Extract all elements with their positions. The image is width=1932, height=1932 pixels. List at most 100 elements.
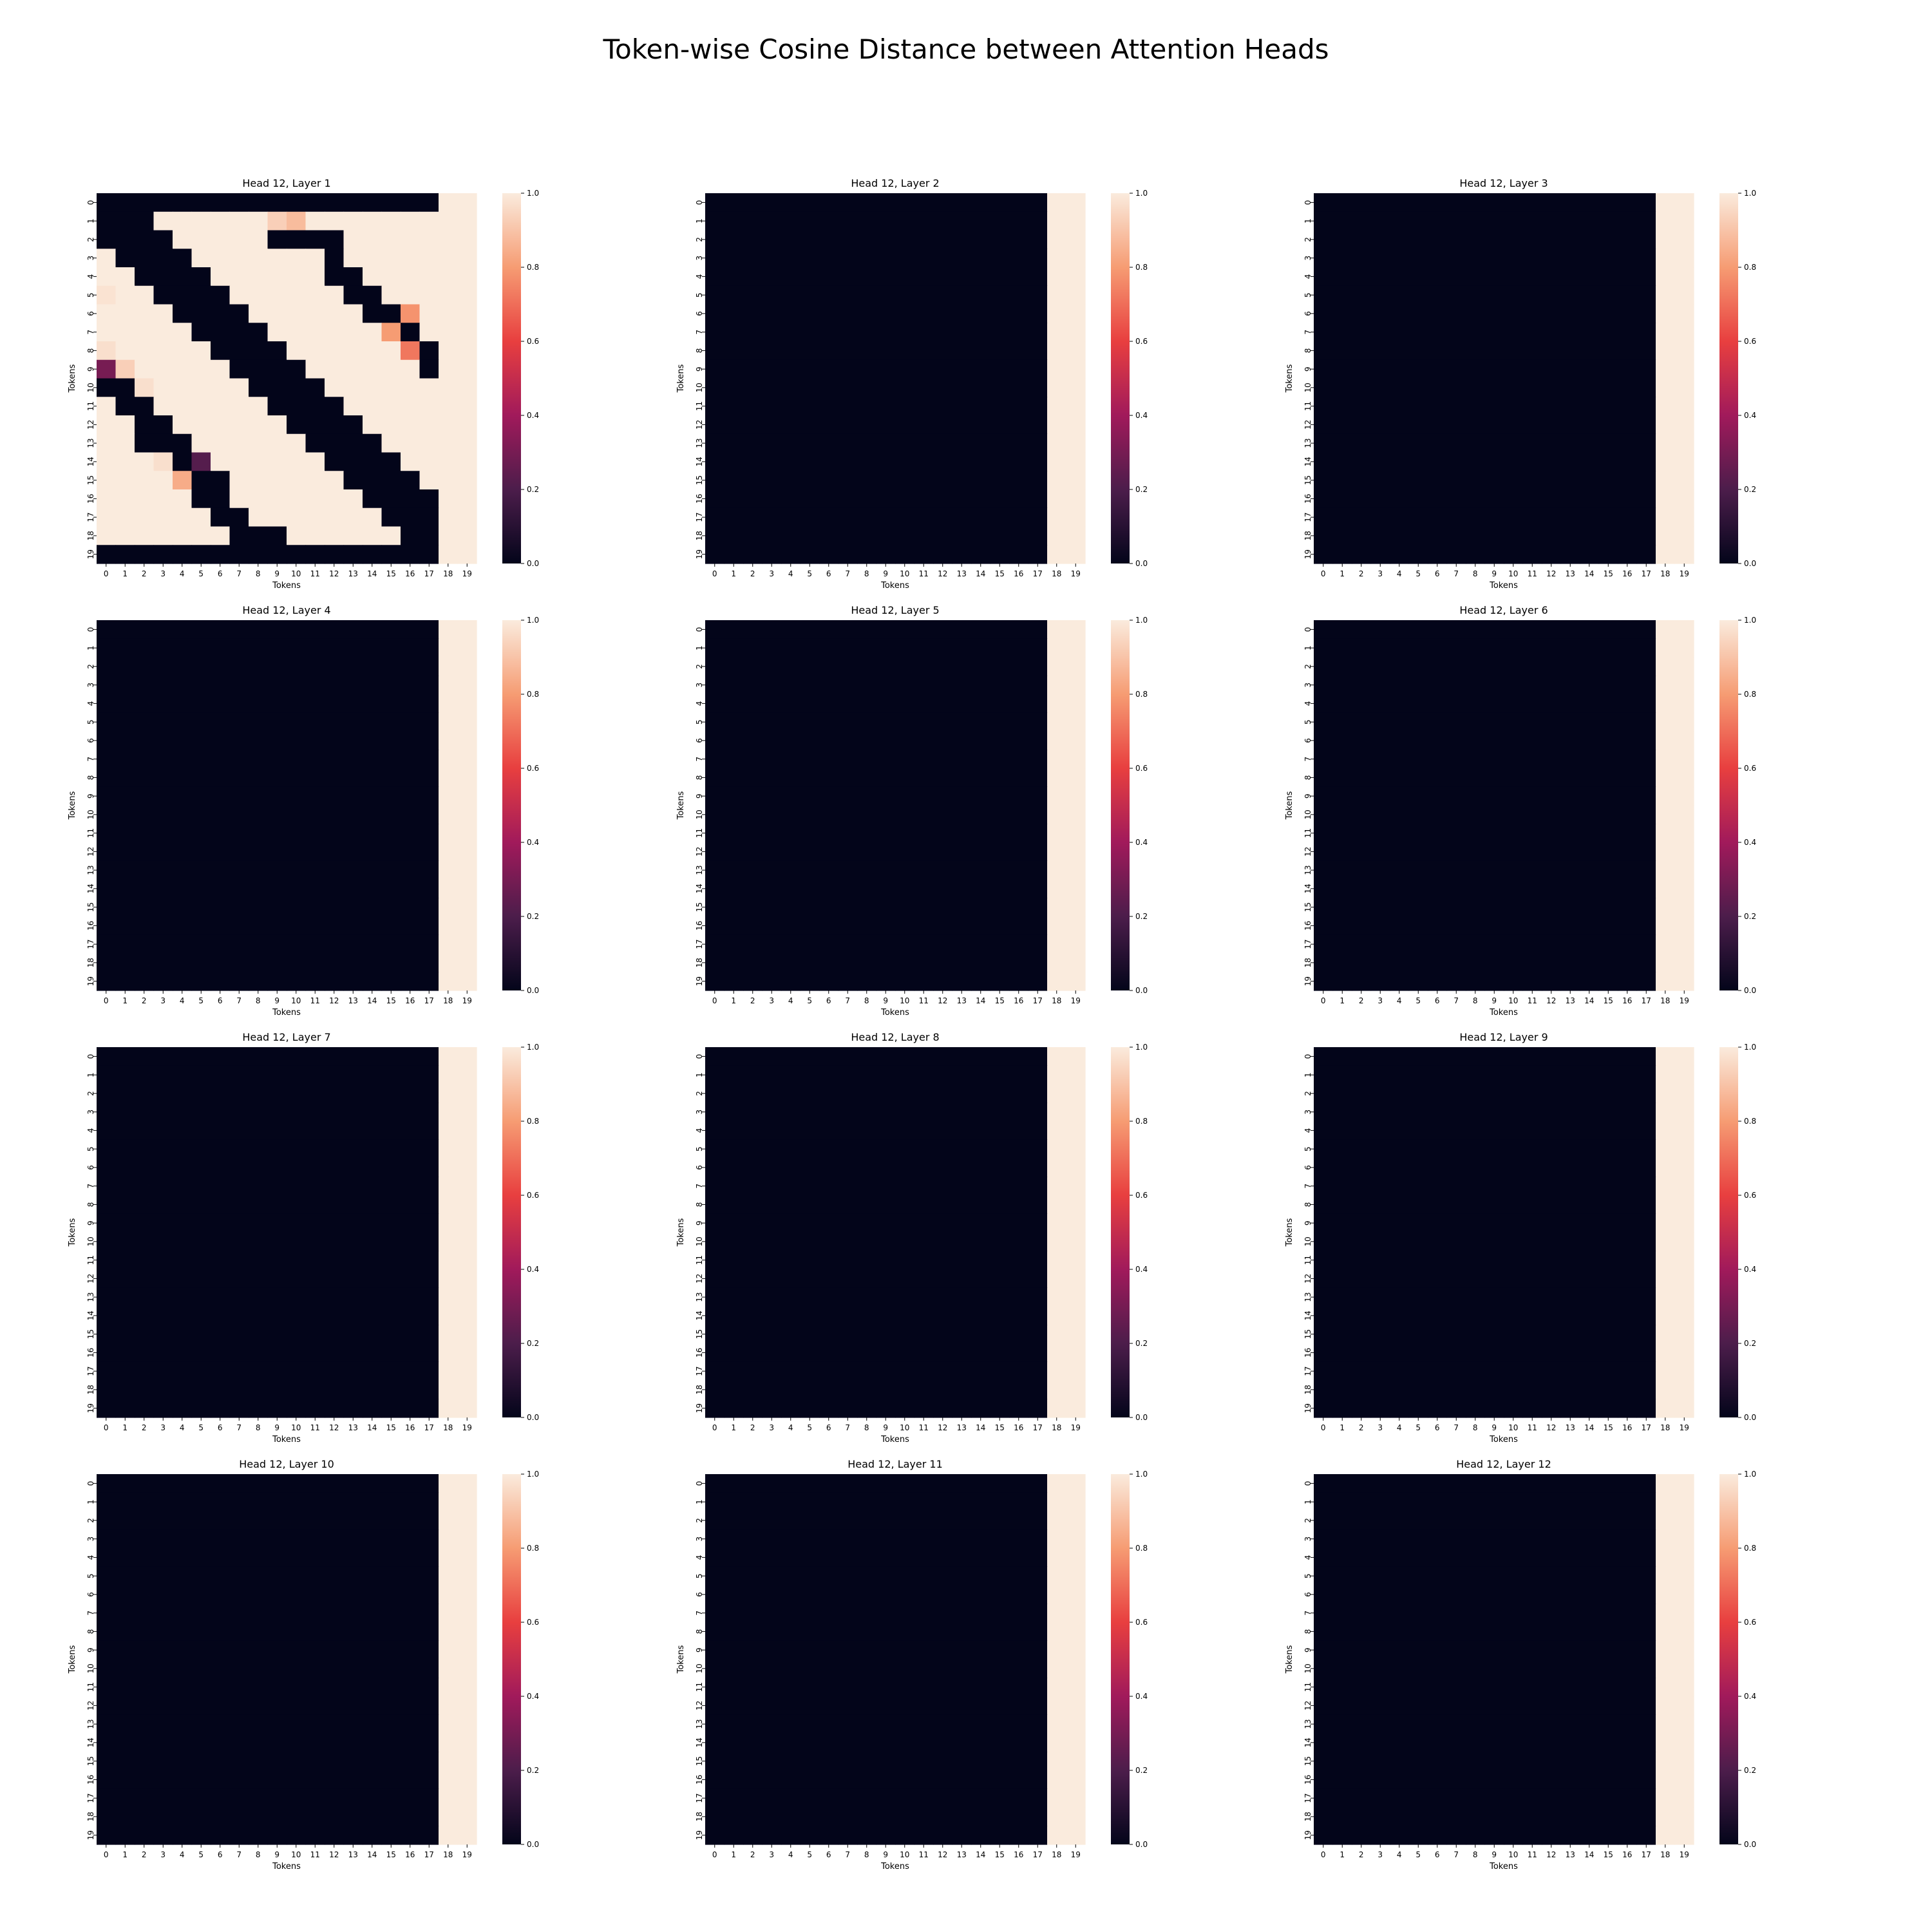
heatmap-cell: [914, 694, 934, 714]
heatmap-cell: [211, 768, 231, 788]
heatmap-cell: [1047, 230, 1067, 249]
heatmap-cell: [1560, 824, 1580, 843]
heatmap-cell: [1314, 1213, 1334, 1233]
heatmap-cell: [1674, 638, 1694, 658]
heatmap-cell: [173, 1177, 193, 1196]
heatmap-cell: [800, 842, 820, 862]
panel-title: Head 12, Layer 9: [1459, 1031, 1548, 1043]
heatmap-cell: [97, 638, 117, 658]
heatmap-cell: [211, 397, 231, 416]
heatmap-cell: [439, 1492, 459, 1512]
heatmap-cell: [1428, 1158, 1448, 1177]
heatmap-cell: [419, 285, 439, 305]
heatmap-cell: [115, 1622, 135, 1642]
heatmap-cell: [1522, 1084, 1542, 1103]
heatmap-cell: [1522, 1399, 1542, 1418]
heatmap-cell: [1560, 842, 1580, 862]
heatmap-cell: [1580, 1399, 1600, 1418]
heatmap-cell: [781, 1084, 801, 1103]
y-tick-label: 4: [86, 701, 95, 706]
heatmap-cell: [457, 1047, 477, 1066]
heatmap-cell: [781, 1474, 801, 1493]
heatmap-cell: [305, 1714, 325, 1734]
heatmap-cell: [381, 1195, 401, 1215]
heatmap-cell: [1066, 1269, 1086, 1289]
heatmap-cell: [1560, 1084, 1580, 1103]
heatmap-cell: [971, 1325, 991, 1344]
heatmap-cell: [1352, 211, 1372, 231]
heatmap-cell: [1542, 750, 1562, 769]
x-tick-label: 0: [1321, 569, 1326, 578]
heatmap-cell: [990, 824, 1010, 843]
heatmap-cell: [211, 1325, 231, 1344]
heatmap-cell: [743, 953, 763, 972]
heatmap-cell: [401, 1714, 421, 1734]
heatmap-cell: [895, 489, 915, 509]
heatmap-cell: [211, 842, 231, 862]
heatmap-cell: [1598, 249, 1618, 268]
heatmap-cell: [153, 879, 173, 898]
heatmap-cell: [1542, 1306, 1562, 1325]
heatmap-cell: [1636, 657, 1656, 676]
heatmap-cell: [762, 1232, 782, 1251]
heatmap-cell: [211, 860, 231, 880]
heatmap-cell: [1390, 249, 1410, 268]
y-tick-label: 9: [86, 793, 95, 799]
heatmap-cell: [229, 1084, 249, 1103]
heatmap-cell: [1560, 879, 1580, 898]
heatmap-cell: [287, 545, 307, 564]
heatmap-cell: [1522, 230, 1542, 249]
heatmap-cell: [1542, 768, 1562, 788]
heatmap-cell: [439, 638, 459, 658]
heatmap-cell: [305, 1139, 325, 1159]
heatmap-cell: [229, 1604, 249, 1623]
heatmap-cell: [762, 1251, 782, 1270]
heatmap-cell: [419, 1361, 439, 1381]
heatmap-cell: [381, 972, 401, 991]
heatmap-cell: [1446, 934, 1466, 954]
heatmap-cell: [876, 1474, 896, 1493]
heatmap-cell: [1598, 676, 1618, 695]
heatmap-cell: [267, 786, 287, 806]
y-tick-label: 13: [1303, 865, 1312, 875]
heatmap-cell: [705, 638, 725, 658]
heatmap-cell: [115, 1177, 135, 1196]
heatmap-cell: [457, 1604, 477, 1623]
heatmap-cell: [229, 433, 249, 453]
heatmap-cell: [1314, 916, 1334, 936]
heatmap-cell: [933, 1361, 953, 1381]
heatmap-cell: [1484, 378, 1504, 397]
heatmap-cell: [876, 230, 896, 249]
heatmap-cell: [325, 1733, 345, 1752]
heatmap-cell: [819, 1065, 839, 1085]
heatmap-cell: [1009, 267, 1029, 287]
heatmap-cell: [762, 1325, 782, 1344]
heatmap-cell: [419, 1696, 439, 1716]
heatmap-cell: [363, 731, 383, 750]
heatmap-cell: [229, 638, 249, 658]
heatmap-cell: [1408, 415, 1428, 435]
heatmap-cell: [153, 304, 173, 323]
heatmap-cell: [115, 1474, 135, 1493]
heatmap-cell: [1390, 433, 1410, 453]
x-tick-label: 14: [1584, 1423, 1594, 1432]
heatmap-cell: [191, 378, 211, 397]
heatmap-cell: [267, 433, 287, 453]
heatmap-cell: [267, 378, 287, 397]
heatmap-cell: [1009, 805, 1029, 824]
heatmap-cell: [305, 1474, 325, 1493]
heatmap-cell: [819, 1380, 839, 1399]
heatmap-cell: [135, 805, 155, 824]
x-tick-label: 6: [826, 1423, 831, 1432]
heatmap-cell: [1618, 953, 1638, 972]
heatmap-cell: [457, 786, 477, 806]
heatmap-cell: [325, 397, 345, 416]
heatmap-cell: [1428, 433, 1448, 453]
heatmap-cell: [819, 285, 839, 305]
heatmap-cell: [115, 694, 135, 714]
colorbar-tick-label: 0.2: [527, 1766, 539, 1775]
heatmap-cell: [249, 1585, 269, 1604]
heatmap-cell: [457, 934, 477, 954]
heatmap-cell: [249, 1380, 269, 1399]
heatmap-cell: [325, 1269, 345, 1289]
